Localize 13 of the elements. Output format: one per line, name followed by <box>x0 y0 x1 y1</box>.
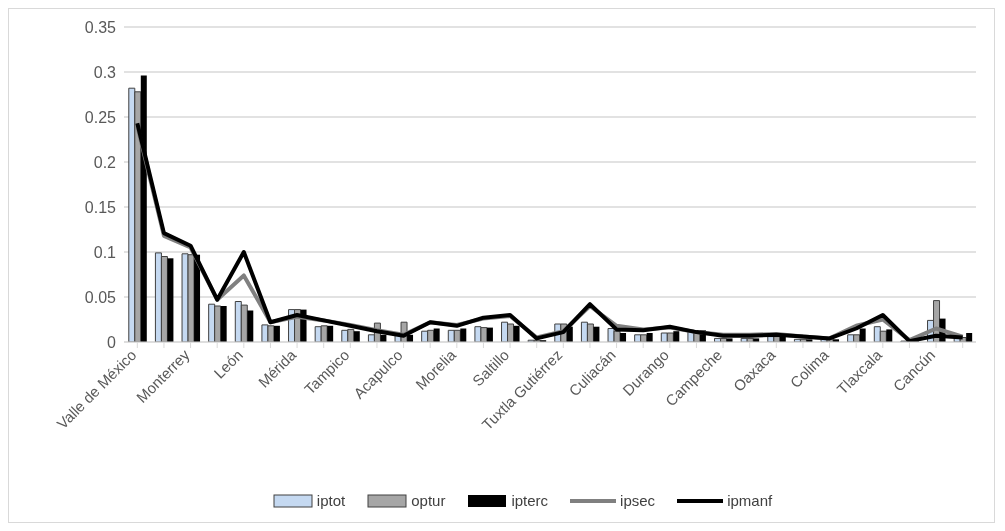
y-tick-label: 0.05 <box>84 288 117 306</box>
y-tick-label: 0 <box>107 333 117 351</box>
y-tick-label: 0.3 <box>93 63 117 81</box>
y-tick-label: 0.15 <box>84 198 117 216</box>
legend-label: ipsec <box>620 492 656 509</box>
legend-label: iptot <box>316 492 346 509</box>
y-tick-label: 0.35 <box>84 18 117 36</box>
legend-label: ipterc <box>511 492 549 509</box>
legend-label: optur <box>411 492 446 509</box>
y-tick-label: 0.1 <box>93 243 117 261</box>
y-tick-label: 0.2 <box>93 153 117 171</box>
legend-label: ipmanf <box>727 492 773 509</box>
y-tick-label: 0.25 <box>84 108 117 126</box>
